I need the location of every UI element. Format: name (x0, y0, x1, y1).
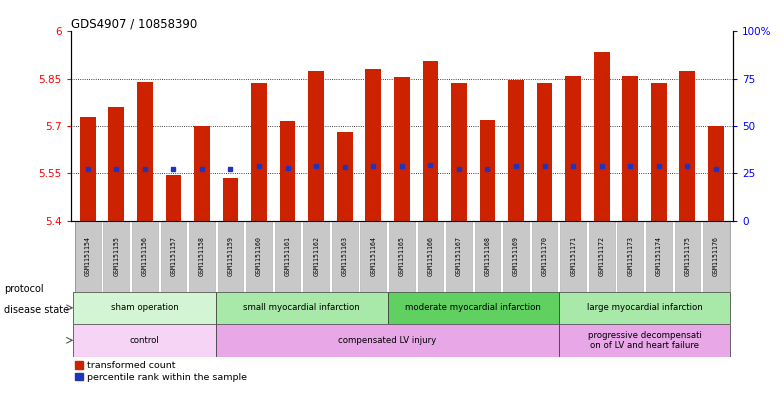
Bar (423, 61, 438, 220)
Text: disease state: disease state (4, 305, 69, 316)
Text: GSM1151163: GSM1151163 (342, 236, 347, 276)
Text: GSM1151164: GSM1151164 (370, 236, 376, 276)
Legend: transformed count, percentile rank within the sample: transformed count, percentile rank withi… (75, 361, 247, 382)
Bar (617, 220, 643, 292)
Bar (389, 220, 415, 292)
Bar (218, 220, 243, 292)
Text: GSM1151174: GSM1151174 (655, 236, 662, 276)
Bar (194, 126, 210, 220)
Bar (165, 175, 181, 220)
Text: GSM1151165: GSM1151165 (399, 236, 405, 276)
Text: GSM1151162: GSM1151162 (313, 236, 319, 276)
Text: GSM1151175: GSM1151175 (684, 236, 691, 276)
Bar (337, 132, 353, 220)
Bar (223, 178, 238, 220)
Bar (559, 324, 730, 356)
Bar (332, 220, 358, 292)
Text: GSM1151169: GSM1151169 (513, 236, 519, 276)
Bar (103, 220, 129, 292)
Bar (303, 220, 329, 292)
Bar (365, 69, 381, 220)
Bar (246, 220, 272, 292)
Bar (532, 220, 557, 292)
Text: GSM1151172: GSM1151172 (599, 236, 604, 276)
Text: GSM1151171: GSM1151171 (570, 236, 576, 276)
Bar (446, 220, 472, 292)
Bar (216, 324, 559, 356)
Text: GSM1151158: GSM1151158 (199, 236, 205, 276)
Text: protocol: protocol (4, 284, 44, 294)
Bar (74, 292, 216, 324)
Bar (361, 220, 386, 292)
Bar (189, 220, 215, 292)
Bar (503, 220, 529, 292)
Text: compensated LV injury: compensated LV injury (339, 336, 437, 345)
Bar (274, 220, 300, 292)
Text: progressive decompensati
on of LV and heart failure: progressive decompensati on of LV and he… (587, 331, 702, 350)
Text: GSM1151161: GSM1151161 (285, 236, 291, 276)
Text: GSM1151155: GSM1151155 (113, 236, 119, 276)
Bar (137, 82, 153, 220)
Bar (251, 83, 267, 220)
Text: GDS4907 / 10858390: GDS4907 / 10858390 (71, 17, 197, 30)
Bar (216, 292, 387, 324)
Bar (508, 80, 524, 220)
Text: GSM1151157: GSM1151157 (170, 236, 176, 276)
Text: GSM1151173: GSM1151173 (627, 236, 633, 276)
Bar (565, 75, 581, 220)
Bar (708, 126, 724, 220)
Text: GSM1151167: GSM1151167 (456, 236, 462, 276)
Text: GSM1151166: GSM1151166 (427, 236, 434, 276)
Text: control: control (130, 336, 160, 345)
Bar (537, 83, 553, 220)
Bar (674, 220, 700, 292)
Bar (474, 220, 500, 292)
Bar (646, 220, 672, 292)
Bar (308, 71, 324, 220)
Bar (387, 292, 559, 324)
Text: moderate myocardial infarction: moderate myocardial infarction (405, 303, 541, 312)
Bar (108, 107, 124, 220)
Bar (394, 77, 410, 220)
Text: GSM1151176: GSM1151176 (713, 236, 719, 276)
Bar (161, 220, 187, 292)
Bar (74, 220, 100, 292)
Bar (559, 292, 730, 324)
Bar (680, 71, 695, 220)
Text: GSM1151160: GSM1151160 (256, 236, 262, 276)
Bar (703, 220, 729, 292)
Bar (480, 120, 495, 220)
Bar (80, 117, 96, 220)
Bar (651, 83, 666, 220)
Bar (451, 83, 466, 220)
Bar (280, 121, 296, 220)
Bar (132, 220, 158, 292)
Bar (589, 220, 615, 292)
Text: GSM1151154: GSM1151154 (85, 236, 91, 276)
Text: GSM1151156: GSM1151156 (142, 236, 148, 276)
Bar (74, 324, 216, 356)
Text: GSM1151170: GSM1151170 (542, 236, 547, 276)
Text: sham operation: sham operation (111, 303, 179, 312)
Text: GSM1151159: GSM1151159 (227, 236, 234, 276)
Bar (593, 52, 609, 220)
Text: GSM1151168: GSM1151168 (485, 236, 491, 276)
Bar (418, 220, 443, 292)
Bar (561, 220, 586, 292)
Text: large myocardial infarction: large myocardial infarction (586, 303, 702, 312)
Bar (622, 75, 638, 220)
Text: small myocardial infarction: small myocardial infarction (244, 303, 360, 312)
